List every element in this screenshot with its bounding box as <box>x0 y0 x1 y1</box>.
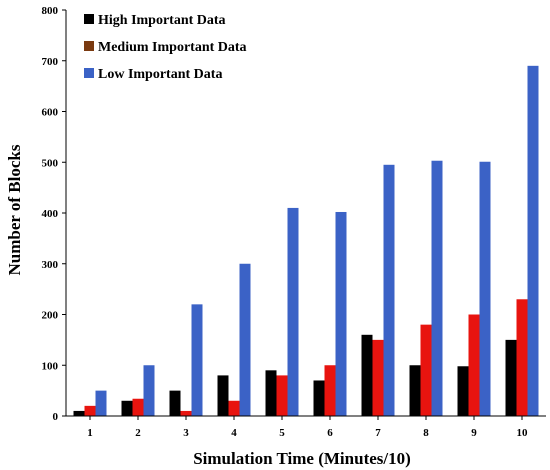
bar-medium <box>228 400 240 416</box>
y-axis-title: Number of Blocks <box>5 144 24 275</box>
bar-high <box>265 370 277 416</box>
bar-low <box>527 65 539 416</box>
bar-high <box>361 334 373 416</box>
bar-medium <box>132 398 144 416</box>
legend-swatch <box>84 41 94 51</box>
legend-swatch <box>84 68 94 78</box>
bar-high <box>169 390 181 416</box>
bar-medium <box>420 324 432 416</box>
bar-high <box>121 400 133 416</box>
x-tick-label: 9 <box>471 427 477 439</box>
legend-swatch <box>84 14 94 24</box>
bar-medium <box>84 405 96 416</box>
bar-high <box>73 410 85 416</box>
bar-low <box>335 211 347 416</box>
bar-medium <box>468 314 480 416</box>
y-tick-label: 600 <box>42 107 59 119</box>
x-axis-ticks: 1 2 3 4 5 6 7 8 9 10 <box>87 416 528 439</box>
y-tick-label: 0 <box>53 411 59 423</box>
x-axis-title: Simulation Time (Minutes/10) <box>193 449 411 468</box>
bar-medium <box>372 339 384 416</box>
bar-low <box>143 365 155 416</box>
x-tick-label: 6 <box>327 427 333 439</box>
y-tick-label: 100 <box>42 360 59 372</box>
y-tick-label: 800 <box>42 5 59 17</box>
legend: High Important Data Medium Important Data… <box>84 13 247 82</box>
y-tick-label: 300 <box>42 259 59 271</box>
legend-label: High Important Data <box>98 13 226 28</box>
x-tick-label: 2 <box>135 427 141 439</box>
bar-medium <box>324 365 336 416</box>
x-tick-label: 3 <box>183 427 189 439</box>
bar-medium <box>276 375 288 416</box>
x-tick-label: 8 <box>423 427 429 439</box>
bar-high <box>505 339 517 416</box>
y-tick-label: 500 <box>42 157 59 169</box>
x-tick-label: 10 <box>517 427 529 439</box>
y-tick-label: 400 <box>42 208 59 220</box>
y-tick-label: 200 <box>42 310 59 322</box>
bar-low <box>383 164 395 416</box>
bar-low <box>479 161 491 416</box>
y-axis-ticks: 0 100 200 300 400 500 600 700 800 <box>42 5 66 423</box>
bar-low <box>95 390 107 416</box>
legend-label: Low Important Data <box>98 67 222 82</box>
y-tick-label: 700 <box>42 56 59 68</box>
x-tick-label: 5 <box>279 427 285 439</box>
bar-high <box>457 366 469 416</box>
x-tick-label: 4 <box>231 427 237 439</box>
bar-high <box>313 380 325 416</box>
x-tick-label: 1 <box>87 427 93 439</box>
bar-high <box>409 365 421 416</box>
bar-high <box>217 375 229 416</box>
bar-low <box>239 263 251 416</box>
bar-low <box>431 160 443 416</box>
bar-medium <box>516 299 528 416</box>
bar-medium <box>180 410 192 416</box>
bars <box>73 65 539 416</box>
bar-low <box>191 304 203 416</box>
legend-label: Medium Important Data <box>98 40 247 55</box>
bar-low <box>287 207 299 416</box>
x-tick-label: 7 <box>375 427 381 439</box>
axes <box>65 10 546 417</box>
